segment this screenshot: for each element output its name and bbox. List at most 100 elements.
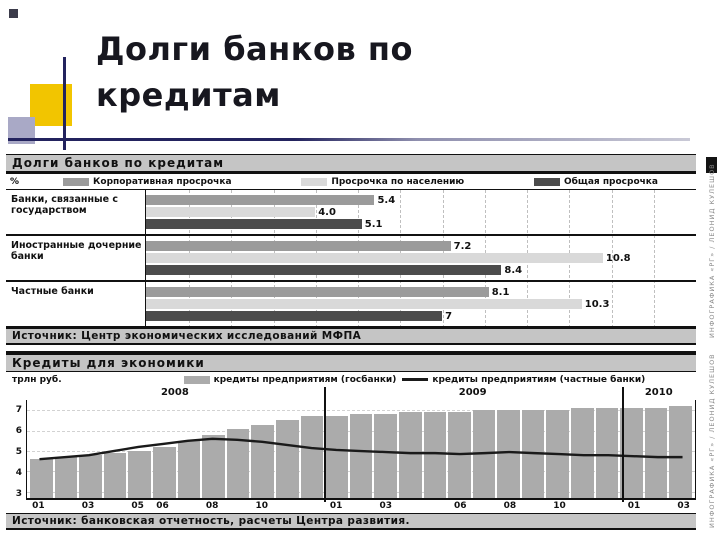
- bar-stack: 7.2 10.8 8.4: [146, 236, 696, 280]
- bar: [177, 440, 201, 498]
- bar-series: [27, 400, 695, 498]
- legend-label: кредиты предприятиям (госбанки): [213, 374, 397, 385]
- bar: [423, 412, 447, 498]
- legend-label: Корпоративная просрочка: [93, 176, 232, 187]
- decor-horizontal-line: [8, 138, 690, 141]
- bar-value-label: 7.2: [453, 240, 472, 252]
- x-axis-labels: 01 03 05 06 08 10 01 03 06 08 10 01 03: [26, 500, 696, 513]
- year-label: 2010: [644, 387, 673, 398]
- bar-row: 4.0: [146, 206, 696, 218]
- bar-value-label: 5.4: [377, 194, 396, 206]
- bottom-chart-legend: трлн руб. кредиты предприятиям (госбанки…: [6, 372, 696, 387]
- category-label: Частные банки: [6, 282, 146, 326]
- bar: [275, 420, 299, 498]
- bar-value-label: 5.1: [364, 218, 383, 230]
- infographic-credit: ИНФОГРАФИКА «РГ» / ЛЕОНИД КУЛЕШОВ: [708, 163, 716, 338]
- legend-items: Корпоративная просрочка Просрочка по насе…: [19, 177, 692, 187]
- x-tick-label: 06: [156, 501, 169, 511]
- decor-vertical-line: [63, 57, 66, 150]
- legend-line-swatch: [402, 378, 429, 381]
- bar-value-label: 8.4: [504, 264, 523, 276]
- bar: [325, 416, 348, 498]
- legend-swatch: [533, 177, 560, 186]
- bar-row: 7: [146, 310, 696, 322]
- bar-row: 5.4: [146, 194, 696, 206]
- infographic-credit: ИНФОГРАФИКА «РГ» / ЛЕОНИД КУЛЕШОВ: [708, 353, 716, 528]
- bar-stack: 5.4 4.0 5.1: [146, 190, 696, 234]
- bar: [30, 459, 53, 498]
- year-divider: [323, 387, 326, 502]
- bar: [374, 414, 397, 498]
- bar: [146, 299, 582, 309]
- timeseries-plot-area: [26, 400, 696, 500]
- slide-title-line1: Долги банков по: [96, 30, 413, 68]
- year-label: 2008: [160, 387, 189, 398]
- x-tick-label: 06: [453, 501, 467, 511]
- bottom-chart-source: Источник: банковская отчетность, расчеты…: [6, 513, 696, 530]
- bar: [202, 434, 225, 498]
- bar-row: 8.4: [146, 264, 696, 276]
- x-tick-label: 03: [379, 501, 393, 511]
- bar: [146, 241, 451, 251]
- bar-group: Банки, связанные с государством 5.4 4.0 5.1: [6, 190, 696, 236]
- category-label: Банки, связанные с государством: [6, 190, 146, 234]
- bar-plot-area: Банки, связанные с государством 5.4 4.0 5.1…: [6, 189, 696, 328]
- bar-row: 5.1: [146, 218, 696, 230]
- x-tick-label: 01: [627, 501, 641, 511]
- legend-item: кредиты предприятиям (госбанки): [183, 374, 397, 385]
- bar: [146, 207, 316, 217]
- year-divider: [621, 387, 624, 502]
- bar: [571, 408, 594, 498]
- bar-row: 10.8: [146, 252, 696, 264]
- bar: [398, 412, 422, 498]
- category-label: Иностранные дочерние банки: [6, 236, 146, 280]
- x-tick-label: 01: [32, 501, 45, 511]
- legend-label: кредиты предприятиям (частные банки): [432, 374, 646, 385]
- y-tick-label: 3: [15, 488, 22, 499]
- bar: [79, 455, 102, 498]
- x-tick-label: 01: [329, 501, 343, 511]
- legend-item: кредиты предприятиям (частные банки): [402, 375, 645, 385]
- bar-row: 7.2: [146, 240, 696, 252]
- bar: [146, 253, 603, 263]
- plot-region: 2008 2009 2010 01 03 05 06 08 10 01 03 06 08 10 01 03: [26, 387, 696, 513]
- legend-item: Корпоративная просрочка: [63, 177, 232, 187]
- bar-value-label: 7: [445, 310, 453, 322]
- top-chart-legend: % Корпоративная просрочка Просрочка по на…: [6, 174, 696, 189]
- bar: [54, 457, 78, 498]
- bar-value-label: 8.1: [491, 286, 510, 298]
- x-tick-label: 05: [131, 501, 144, 511]
- legend-item: Просрочка по населению: [301, 177, 464, 187]
- infographic: Долги банков по кредитам % Корпоративная…: [6, 154, 696, 530]
- y-axis-unit: %: [10, 176, 20, 187]
- bar: [620, 408, 643, 498]
- y-tick-label: 5: [15, 447, 22, 458]
- bar-row: 8.1: [146, 286, 696, 298]
- y-axis-ticks: 7 6 5 4 3: [6, 400, 24, 500]
- gridline: [611, 190, 613, 328]
- bar-row: 10.3: [146, 298, 696, 310]
- bar: [146, 311, 443, 321]
- slide-title-line2: кредитам: [96, 76, 281, 115]
- bottom-chart: Кредиты для экономики трлн руб. кредиты …: [6, 351, 696, 530]
- bar: [146, 195, 375, 205]
- bar: [595, 408, 619, 498]
- bullet-square-icon: [9, 9, 18, 18]
- bar: [669, 406, 693, 498]
- bar-value-label: 10.8: [605, 252, 631, 264]
- bar-value-label: 4.0: [318, 206, 336, 218]
- bar-value-label: 10.3: [584, 298, 610, 310]
- line-series: [27, 400, 695, 498]
- x-tick-label: 10: [255, 501, 268, 511]
- bar-group: Иностранные дочерние банки 7.2 10.8 8.4: [6, 236, 696, 282]
- legend-swatch: [63, 177, 90, 186]
- bottom-chart-title: Кредиты для экономики: [6, 351, 696, 372]
- y-tick-label: 7: [15, 405, 22, 416]
- legend-item: Общая просрочка: [533, 176, 658, 187]
- bar: [152, 446, 176, 498]
- y-axis: 7 6 5 4 3: [6, 387, 26, 513]
- bar: [146, 265, 502, 275]
- y-axis-unit: трлн руб.: [12, 374, 62, 385]
- legend-label: Общая просрочка: [563, 176, 658, 187]
